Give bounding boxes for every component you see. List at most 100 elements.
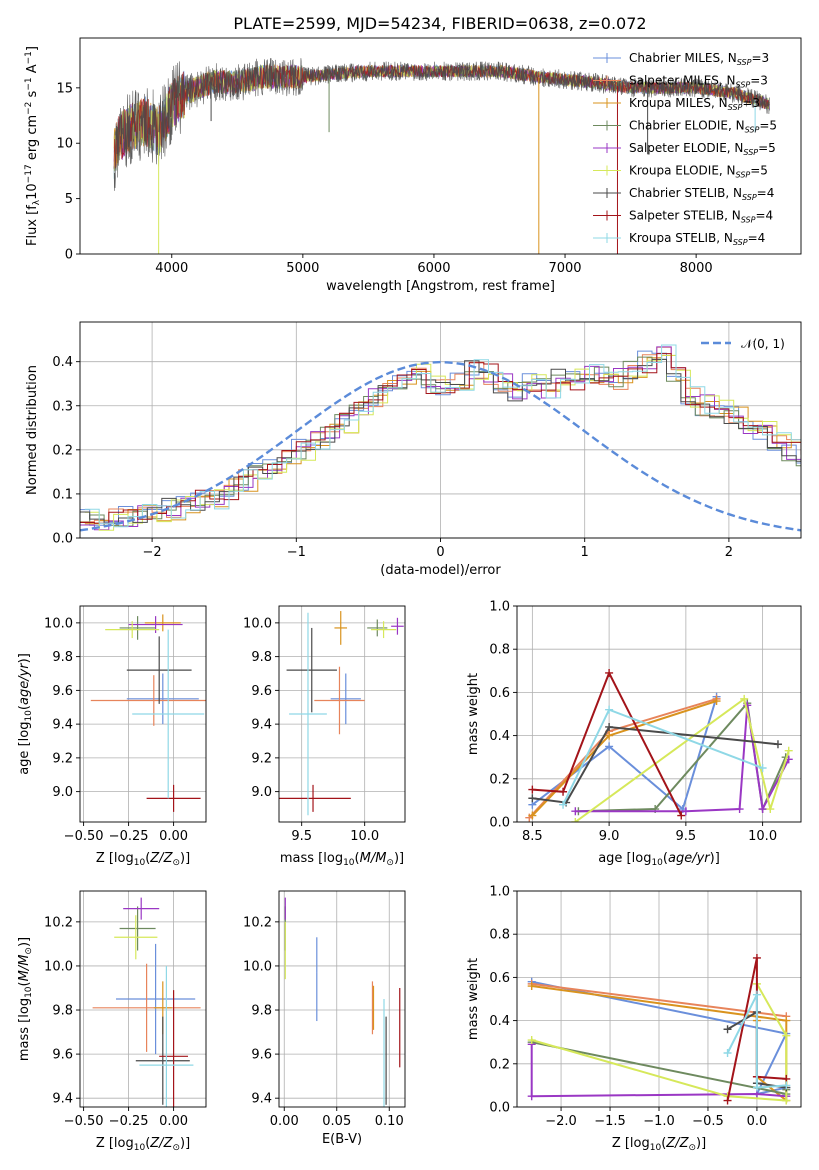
weight-marker: [559, 800, 568, 809]
errorbar-point: [146, 784, 201, 812]
y-axis-label: age [log10(age/yr)]: [17, 653, 34, 775]
y-axis-label: mass [log10(M/M⊙)]: [17, 937, 34, 1061]
panel-residuals: −2 −1 0 1 2 0.0 0.1 0.2 0.3 0.4 (data-model)/error…: [25, 321, 802, 578]
x-tick: 7000: [548, 254, 582, 276]
axes-frame: [278, 605, 406, 823]
y-tick-label: 0.4: [52, 355, 73, 370]
y-tick-label: 1.0: [489, 600, 510, 615]
axes-frame: [516, 605, 802, 823]
y-tick-label: 9.4: [52, 1092, 73, 1107]
weight-marker: [782, 1081, 791, 1090]
y-tick-label: 0.1: [52, 487, 73, 502]
x-tick: −0.25: [109, 1107, 149, 1129]
y-tick-label: 0.8: [489, 928, 510, 943]
x-tick-label: 4000: [155, 261, 188, 276]
y-tick-label: 10.0: [44, 959, 73, 974]
y-tick: 10.2: [243, 915, 279, 930]
x-tick: 0: [436, 538, 445, 560]
x-tick: −0.50: [64, 822, 104, 844]
x-tick: 9.5: [291, 822, 312, 844]
y-tick: 9.4: [52, 718, 80, 733]
errorbar-plot-area: [92, 897, 201, 1107]
y-tick: 0.2: [489, 1057, 517, 1072]
figure-title: PLATE=2599, MJD=54234, FIBERID=0638, z=0…: [233, 14, 646, 33]
weight-marker: [527, 982, 536, 991]
x-tick: 6000: [417, 254, 450, 276]
x-tick-label: 0: [436, 545, 444, 560]
legend-nssp: =3: [750, 74, 768, 88]
x-tick: −0.5: [692, 1107, 724, 1129]
legend-entry: Salpeter MILES, NSSP=3: [629, 74, 768, 90]
errorbar-point: [128, 616, 183, 633]
y-tick-label: 0.2: [52, 443, 73, 458]
x-tick-label: −0.25: [109, 1114, 149, 1129]
y-tick-label: 9.0: [251, 785, 272, 800]
legend-subscript: SSP: [728, 103, 743, 112]
errorbar-point: [132, 629, 205, 799]
y-tick: 0.2: [52, 443, 80, 458]
y-tick: 9.6: [251, 1048, 279, 1063]
label-part: M/M: [17, 955, 32, 982]
gaussian-legend-label: 𝒩(0, 1): [741, 337, 785, 351]
y-tick-label: 9.6: [251, 684, 272, 699]
x-tick: 8.5: [522, 822, 543, 844]
label-part: )]: [180, 1136, 190, 1151]
errorbar-point: [116, 943, 196, 1055]
x-axis-label: Z [log10(Z/Z⊙)]: [612, 1136, 706, 1153]
x-tick: 1: [581, 538, 589, 560]
label-part: 10: [24, 986, 34, 998]
legend-entry: Kroupa STELIB, NSSP=4: [629, 231, 765, 247]
y-tick: 9.6: [251, 684, 279, 699]
y-tick-label: 1.0: [489, 885, 510, 900]
legend-entry: Kroupa ELODIE, NSSP=5: [629, 164, 768, 180]
legend-label: Chabrier ELODIE, N: [629, 119, 745, 133]
weight-marker: [752, 953, 761, 962]
y-tick: 9.4: [52, 1092, 80, 1107]
y-label-part: erg cm: [25, 115, 40, 164]
label-part: )]: [696, 1136, 706, 1151]
legend-label: Salpeter MILES, N: [629, 74, 736, 88]
y-tick: 10.2: [44, 915, 80, 930]
legend-label: Chabrier MILES, N: [629, 51, 737, 65]
y-tick-label: 9.4: [52, 718, 73, 733]
weight-marker: [735, 805, 744, 814]
x-tick-label: 1: [581, 545, 589, 560]
weight-marker: [782, 1016, 791, 1025]
legend-nssp: =4: [748, 231, 766, 245]
label-part: ⊙: [172, 1143, 180, 1153]
y-tick: 10.0: [243, 616, 279, 631]
x-tick-label: 0.00: [159, 829, 188, 844]
errorbar-point: [139, 965, 194, 1107]
x-tick-label: −1.0: [643, 1114, 675, 1129]
label-part: age [log: [17, 722, 32, 775]
legend-label: Kroupa ELODIE, N: [629, 164, 736, 178]
y-tick: 0.8: [489, 928, 517, 943]
x-tick-label: 10.0: [350, 829, 379, 844]
x-tick: 8000: [680, 254, 713, 276]
x-tick: 0.00: [159, 1107, 188, 1129]
label-part: 10: [24, 710, 34, 722]
histogram-series: [80, 353, 801, 524]
x-tick-label: −1: [287, 545, 306, 560]
y-tick: 9.8: [52, 1004, 80, 1019]
histogram-plot-area: [80, 344, 801, 532]
panel-mw-vs-Z: −2.0 −1.5 −1.0 −0.5 0.0 0.0 0.2 0.4 0.6 0.8 1.0 Z […: [466, 885, 802, 1153]
errorbar-point: [114, 915, 158, 960]
x-tick: 0.05: [322, 1107, 351, 1129]
y-tick-label: 9.6: [251, 1048, 272, 1063]
x-tick-label: 0.00: [159, 1114, 188, 1129]
label-part: )]: [17, 653, 32, 663]
label-part: Z/Z: [665, 1136, 689, 1151]
y-tick-label: 9.4: [251, 718, 272, 733]
weight-series-line: [532, 670, 683, 816]
weight-series-line: [575, 705, 790, 813]
legend-nssp: =4: [755, 209, 773, 223]
y-tick: 0.4: [52, 355, 80, 370]
x-tick: −2.0: [545, 1107, 577, 1129]
y-label-part: 10: [25, 183, 40, 200]
x-tick-label: 8000: [680, 261, 713, 276]
label-part: ⊙: [24, 947, 34, 955]
y-tick: 0.0: [489, 1101, 517, 1116]
y-tick-label: 0.0: [52, 532, 73, 547]
